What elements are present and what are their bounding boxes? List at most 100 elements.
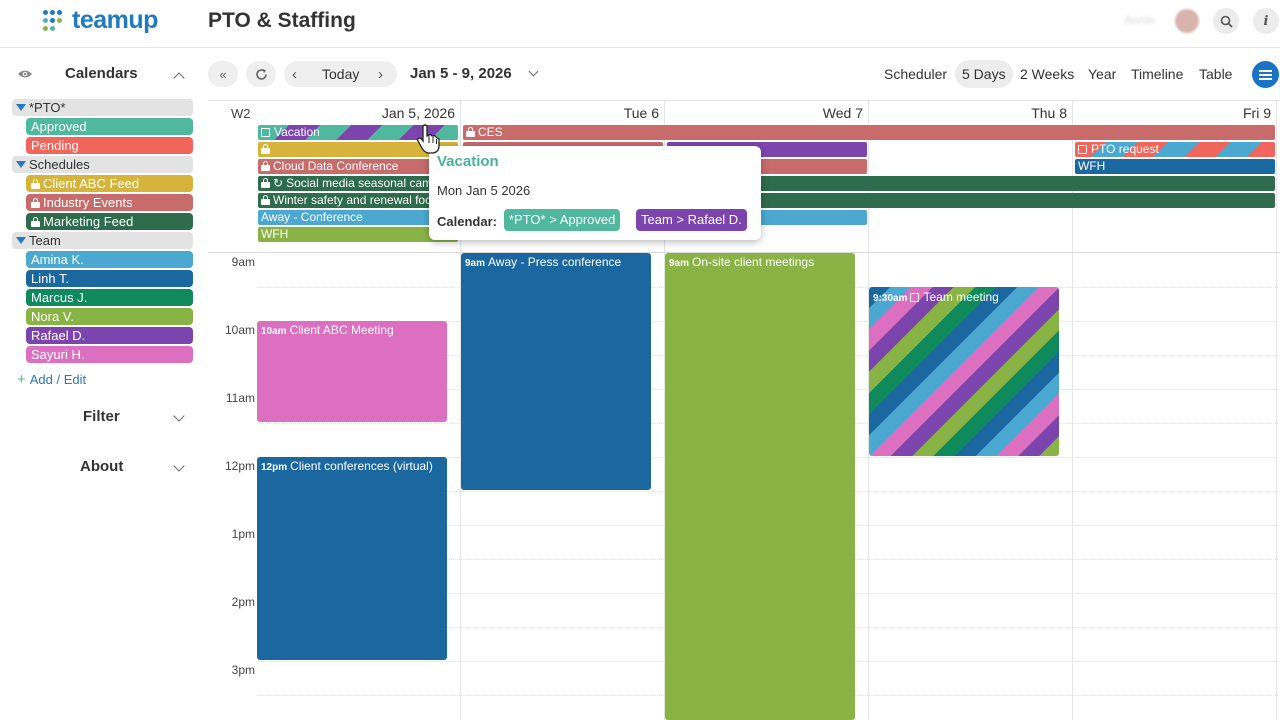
user-name[interactable]: Annie [1124,13,1155,27]
lock-icon [261,144,270,154]
event-onsite-client-meetings[interactable]: 9am On-site client meetings [665,253,855,720]
group-schedules[interactable]: Schedules [12,156,193,173]
allday-event-wfh-fri[interactable]: WFH [1075,159,1275,174]
allday-event-vacation[interactable]: Vacation [258,125,458,140]
group-pto[interactable]: *PTO* [12,99,193,116]
group-label: *PTO* [29,100,66,115]
group-team[interactable]: Team [12,232,193,249]
caret-down-icon [16,161,26,168]
calendar-item-industry-events[interactable]: Industry Events [26,194,193,211]
repeat-icon: ↻ [273,176,284,190]
calendar-item-sayuri[interactable]: Sayuri H. [26,346,193,363]
hour-label: 3pm [231,663,255,677]
popup-date: Mon Jan 5 2026 [437,183,531,198]
eye-icon[interactable] [17,69,33,79]
search-button[interactable] [1213,8,1239,34]
calendar-label: Client ABC Feed [43,176,140,191]
event-client-conferences[interactable]: 12pm Client conferences (virtual) [257,457,447,660]
info-button[interactable]: i [1253,8,1279,34]
lock-icon [261,161,270,171]
grid-top-border [208,100,1280,101]
event-preview-popup[interactable]: Vacation Mon Jan 5 2026 Calendar: *PTO* … [429,146,761,240]
day-header-thu[interactable]: Thu 8 [1031,105,1067,121]
search-icon [1220,15,1233,28]
event-client-abc-meeting[interactable]: 10am Client ABC Meeting [257,321,447,422]
caret-down-icon [16,237,26,244]
add-edit-link[interactable]: + Add / Edit [17,371,86,388]
day-header-fri[interactable]: Fri 9 [1243,105,1271,121]
calendar-item-client-abc-feed[interactable]: Client ABC Feed [26,175,193,192]
collapse-sidebar-button[interactable]: « [208,61,238,87]
event-time: 9am [669,258,690,269]
calendar-item-approved[interactable]: Approved [26,118,193,135]
refresh-button[interactable] [246,61,276,87]
active-view-indicator [955,60,1013,88]
calendar-label: Marketing Feed [43,214,134,229]
calendar-item-amina[interactable]: Amina K. [26,251,193,268]
tab-2-weeks[interactable]: 2 Weeks [1020,66,1075,82]
lock-icon [31,179,40,189]
chevron-down-icon[interactable] [528,66,539,77]
multi-calendar-icon [261,128,270,137]
calendar-item-marcus[interactable]: Marcus J. [26,289,193,306]
lock-icon [261,195,270,205]
calendar-item-nora[interactable]: Nora V. [26,308,193,325]
avatar[interactable] [1175,9,1199,33]
expand-filter-icon[interactable] [173,410,185,422]
date-navigation [284,61,397,87]
prev-week-button[interactable]: ‹ [292,66,297,83]
date-range-picker[interactable]: Jan 5 - 9, 2026 [410,65,512,82]
allday-event-winter-safety[interactable]: Winter safety and renewal focus [258,193,1275,208]
tab-scheduler[interactable]: Scheduler [884,66,948,82]
today-button[interactable]: Today [322,66,360,82]
calendar-item-pending[interactable]: Pending [26,137,193,154]
allday-event-social-media[interactable]: ↻ Social media seasonal campaign [258,176,1275,191]
page-title: PTO & Staffing [208,9,356,32]
multi-calendar-icon [1078,145,1087,154]
tab-timeline[interactable]: Timeline [1131,66,1184,82]
logo-text[interactable]: teamup [72,6,158,34]
popup-calendar-label: Calendar: [437,214,497,229]
event-title: Team meeting [923,290,999,304]
expand-about-icon[interactable] [173,460,185,472]
event-away-press-conference[interactable]: 9am Away - Press conference [461,253,651,490]
day-divider [1072,100,1073,720]
allday-event-wfh-mon[interactable]: WFH [258,227,458,242]
calendar-item-rafael[interactable]: Rafael D. [26,327,193,344]
event-time: 9am [465,258,486,269]
allday-event-cloud-conference[interactable]: Cloud Data Conference [258,159,458,174]
allday-event-pto-request[interactable]: PTO request [1075,142,1275,157]
lock-icon [466,127,475,137]
chevron-left-icon: ‹ [292,66,297,83]
next-week-button[interactable]: › [378,66,383,83]
day-header-tue[interactable]: Tue 6 [623,105,659,121]
hour-label: 11am [225,391,255,405]
allday-event-client-abc[interactable] [258,142,458,157]
info-icon: i [1263,13,1269,29]
hour-label: 1pm [231,527,255,541]
event-time: 10am [261,326,287,337]
event-title: Away - Conference [261,210,363,224]
menu-button[interactable] [1252,61,1279,88]
day-divider [460,100,461,720]
collapse-calendars-icon[interactable] [173,72,185,84]
teamup-logo-icon[interactable] [43,10,67,32]
filter-section-title[interactable]: Filter [83,408,120,425]
event-team-meeting[interactable]: 9:30am Team meeting [869,287,1059,456]
hour-label: 2pm [231,595,255,609]
day-header-mon[interactable]: Jan 5, 2026 [381,105,455,121]
tab-5-days[interactable]: 5 Days [962,66,1006,82]
allday-event-ces[interactable]: CES [463,125,1275,140]
about-section-title[interactable]: About [80,458,124,475]
calendar-item-linh[interactable]: Linh T. [26,270,193,287]
lock-icon [31,217,40,227]
event-title: Vacation [274,125,320,139]
add-edit-label: Add / Edit [29,372,87,387]
calendars-title: Calendars [65,65,138,82]
tab-table[interactable]: Table [1199,66,1233,82]
tab-year[interactable]: Year [1088,66,1117,82]
calendar-item-marketing-feed[interactable]: Marketing Feed [26,213,193,230]
allday-separator [208,252,1280,253]
day-header-wed[interactable]: Wed 7 [822,105,863,121]
date-range-label: Jan 5 - 9, 2026 [410,65,512,82]
